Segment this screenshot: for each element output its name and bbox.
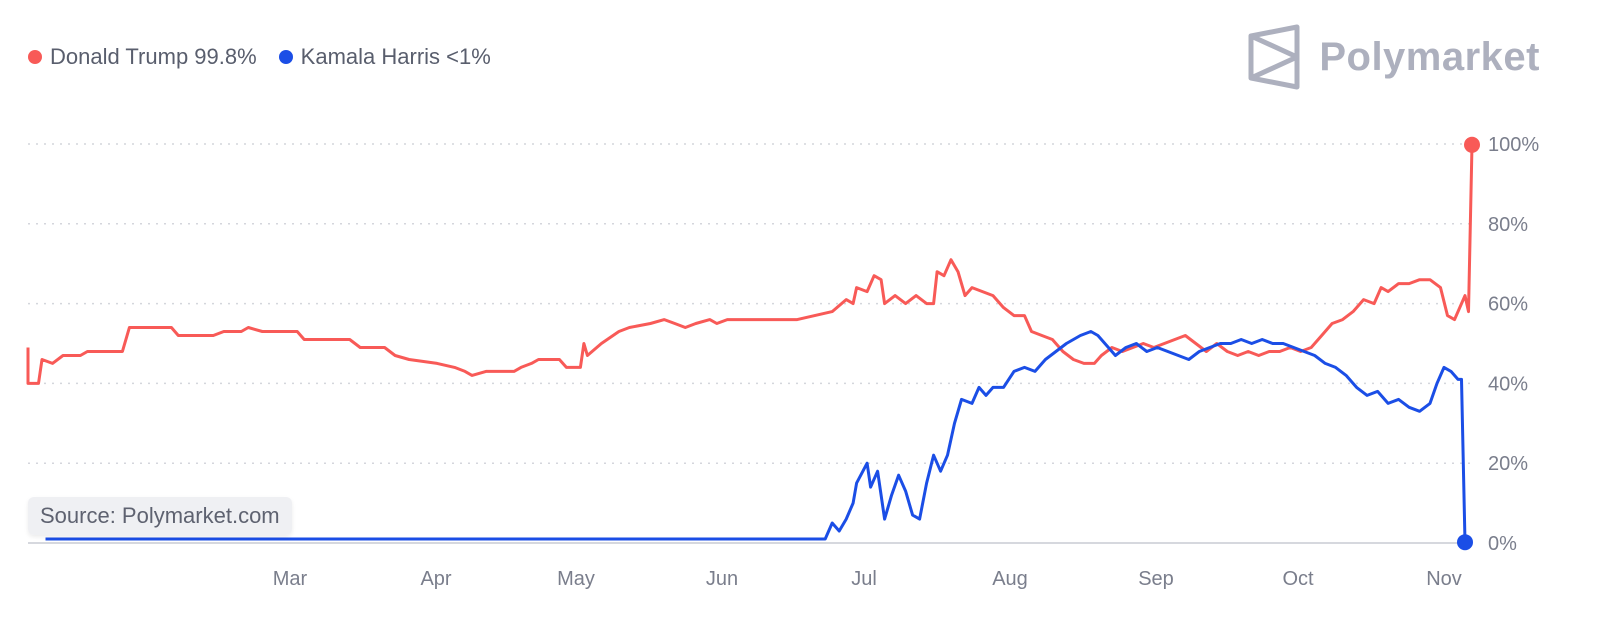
trump-dot-icon [28, 50, 42, 64]
x-tick-label: Mar [273, 568, 308, 590]
legend-label-trump: Donald Trump 99.8% [50, 44, 257, 69]
harris-dot-icon [278, 50, 293, 64]
x-tick-label: Nov [1426, 568, 1462, 590]
source-label: Source: Polymarket.com [28, 497, 292, 535]
polymarket-logo-icon [1248, 24, 1300, 90]
x-tick-label: May [557, 568, 595, 590]
y-tick-label: 100% [1488, 134, 1539, 156]
y-tick-label: 40% [1488, 373, 1528, 395]
x-tick-label: Jul [851, 568, 877, 590]
series-line-trump [26, 144, 1474, 385]
y-tick-label: 60% [1488, 294, 1528, 316]
x-tick-label: Apr [420, 568, 451, 590]
legend: Donald Trump 99.8% Kamala Harris <1% [28, 44, 491, 70]
axis-layer: 0% 20% 40% 60% 80% 100% Mar Apr May Jun Jul Aug Sep O… [273, 134, 1540, 590]
x-tick-label: Sep [1138, 568, 1174, 590]
y-tick-label: 20% [1488, 453, 1528, 475]
polymarket-wordmark: Polymarket [1319, 34, 1540, 79]
series-layer [26, 136, 1480, 551]
legend-item-trump[interactable]: Donald Trump 99.8% [28, 44, 257, 70]
series-endpoint-trump[interactable] [1464, 136, 1480, 153]
x-tick-label: Oct [1282, 568, 1314, 590]
legend-item-harris[interactable]: Kamala Harris <1% [278, 44, 491, 70]
grid-layer [28, 143, 1472, 544]
series-endpoint-harris[interactable] [1457, 534, 1474, 551]
legend-label-harris: Kamala Harris <1% [300, 44, 491, 69]
x-tick-label: Aug [992, 568, 1028, 590]
y-tick-label: 0% [1488, 533, 1517, 555]
series-line-harris [45, 330, 1467, 543]
x-tick-label: Jun [706, 568, 738, 590]
y-tick-label: 80% [1488, 214, 1528, 236]
polymarket-logo: Polymarket [1247, 24, 1540, 90]
